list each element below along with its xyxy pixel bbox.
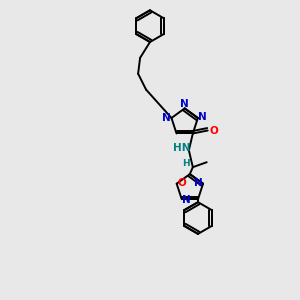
Text: H: H (182, 159, 190, 168)
Text: HN: HN (173, 143, 191, 153)
Text: O: O (209, 125, 218, 136)
Text: N: N (198, 112, 207, 122)
Text: N: N (162, 113, 171, 123)
Text: N: N (180, 99, 189, 110)
Text: O: O (177, 178, 186, 188)
Text: N: N (194, 178, 203, 188)
Text: N: N (182, 195, 191, 205)
